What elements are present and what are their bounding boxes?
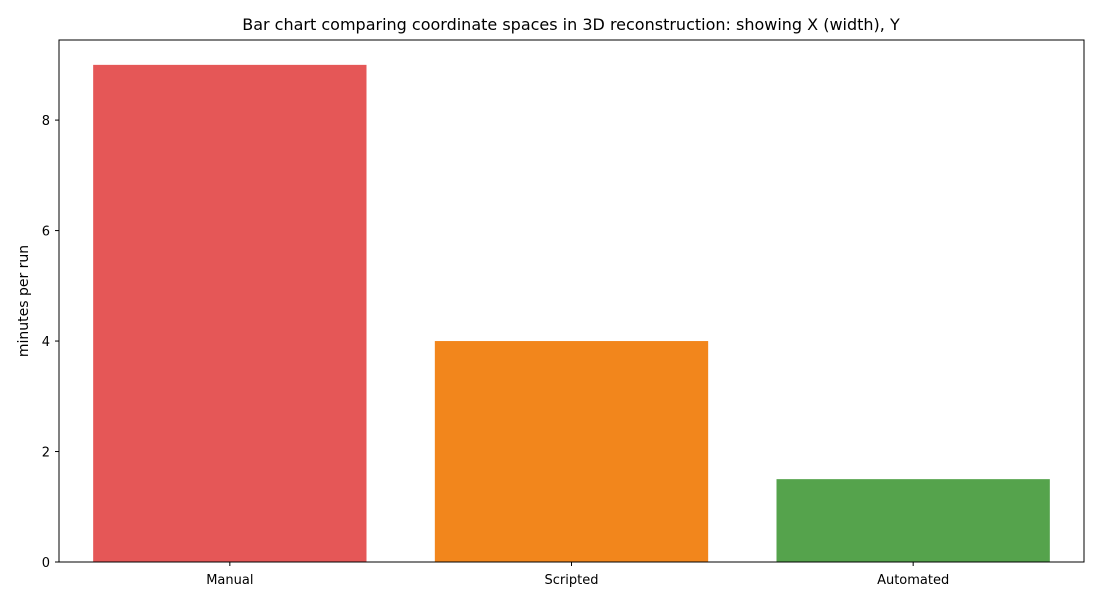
- bar-automated: [776, 479, 1050, 562]
- bars-group: [93, 64, 1050, 562]
- y-ticks-group: 0 2 4 6 8: [42, 114, 59, 571]
- plot-frame: [58, 39, 1085, 563]
- y-axis-label: minutes per run: [16, 245, 32, 357]
- y-tick-label: 8: [42, 114, 50, 129]
- x-tick-label: Scripted: [545, 573, 599, 588]
- x-tick-label: Automated: [877, 573, 949, 588]
- y-tick-label: 0: [42, 556, 50, 571]
- y-tick-label: 6: [42, 225, 50, 240]
- x-tick-label: Manual: [206, 573, 253, 588]
- x-ticks-group: Manual Scripted Automated: [206, 562, 949, 588]
- chart-title: Bar chart comparing coordinate spaces in…: [242, 15, 900, 34]
- bar-manual: [93, 64, 367, 562]
- y-tick-label: 2: [42, 446, 50, 461]
- bar-scripted: [434, 341, 709, 562]
- y-tick-label: 4: [42, 335, 50, 350]
